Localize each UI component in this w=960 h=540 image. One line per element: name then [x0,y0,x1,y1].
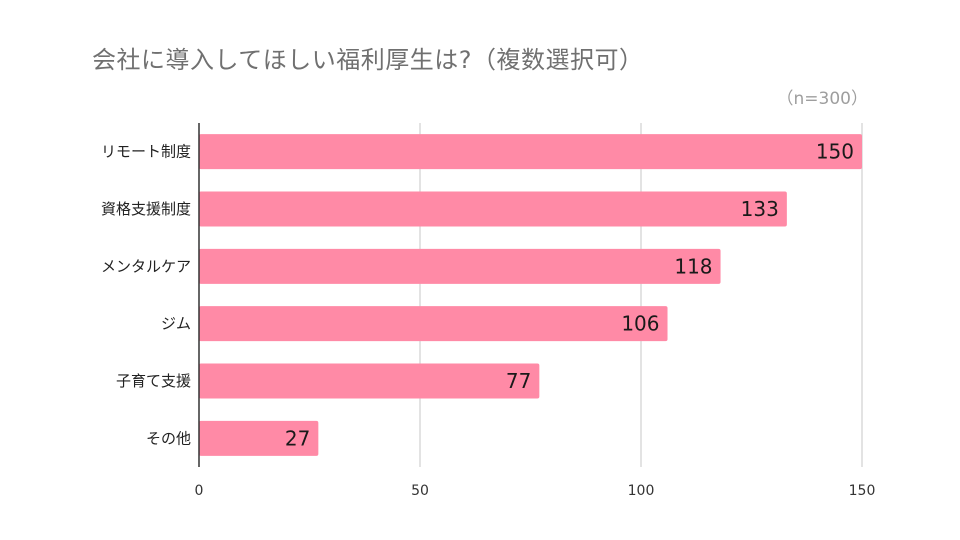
data-label: 118 [674,254,712,278]
data-label: 27 [285,426,310,450]
category-label: リモート制度 [101,143,191,161]
x-tick-label: 50 [411,483,429,499]
x-axis-ticks: 0 50 100 150 [195,483,876,499]
x-tick-label: 100 [628,483,655,499]
bar [199,134,862,170]
category-label: 子育て支援 [116,372,191,390]
x-tick-label: 150 [849,483,876,499]
data-label: 106 [621,312,659,336]
gridlines [419,123,863,467]
category-label: メンタルケア [101,257,191,275]
data-label: 150 [816,140,854,164]
bar [199,306,668,342]
category-label: 資格支援制度 [101,200,191,218]
x-tick-label: 0 [195,483,204,499]
bar [199,191,787,227]
data-label: 133 [741,197,779,221]
bar [199,363,540,399]
bar [199,420,319,456]
data-label: 77 [506,369,531,393]
chart-title: 会社に導入してほしい福利厚生は?（複数選択可） [92,46,644,74]
category-label: ジム [161,315,191,333]
bar [199,248,721,284]
bars: 150 133 118 106 77 27 [199,134,862,456]
category-label: その他 [146,429,191,447]
chart-sample-size: （n=300） [776,89,868,109]
